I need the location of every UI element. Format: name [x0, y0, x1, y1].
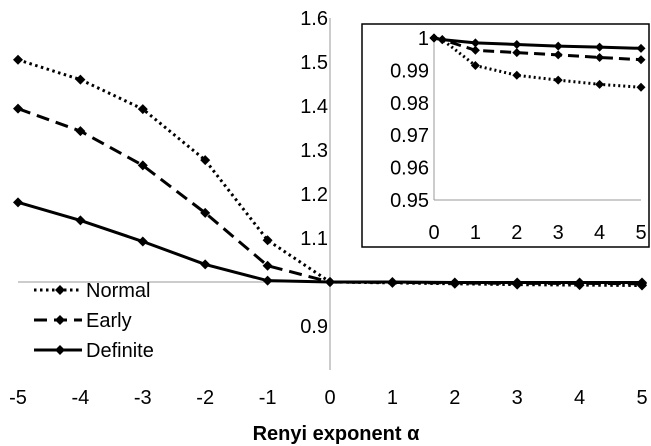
legend-marker-early [55, 315, 65, 325]
data-point-definite [574, 277, 585, 288]
inset-data-point-early [470, 45, 480, 55]
y-tick-label: 1.5 [300, 52, 328, 74]
inset-y-tick-label: 0.97 [390, 125, 429, 147]
x-tick-label: 4 [574, 387, 585, 409]
x-tick-label: 5 [636, 387, 647, 409]
x-tick-label: -1 [259, 387, 277, 409]
data-point-early [262, 260, 273, 271]
data-point-normal [137, 104, 148, 115]
x-tick-label: 0 [324, 387, 335, 409]
data-point-definite [387, 277, 398, 287]
data-point-normal [13, 54, 23, 65]
data-point-definite [262, 275, 273, 286]
y-tick-label: 1.1 [300, 228, 328, 250]
inset-y-tick-label: 0.99 [390, 60, 429, 82]
inset-frame [361, 23, 650, 248]
data-point-normal [262, 235, 273, 246]
data-point-definite [449, 277, 460, 288]
inset-data-point-normal [470, 61, 480, 71]
inset-data-point-definite [512, 39, 522, 49]
inset-data-point-definite [429, 33, 439, 43]
inset-data-point-definite [595, 42, 605, 52]
inset-x-tick-label: 1 [470, 222, 481, 244]
data-point-definite [200, 259, 211, 270]
inset-data-point-definite [636, 43, 646, 53]
x-tick-label: 1 [387, 387, 398, 409]
data-point-definite [512, 277, 523, 288]
inset-data-point-early [512, 48, 522, 58]
inset-data-point-definite [553, 41, 563, 51]
x-tick-label: 2 [449, 387, 460, 409]
inset-data-point-early [595, 52, 605, 62]
data-point-definite [137, 236, 148, 247]
data-point-early [200, 207, 211, 218]
inset-data-point-early [553, 50, 563, 60]
data-point-early [13, 103, 23, 114]
data-point-definite [13, 197, 23, 208]
x-tick-label: -5 [9, 387, 27, 409]
x-tick-label: -2 [196, 387, 214, 409]
legend: Normal Early Definite [34, 280, 154, 362]
legend-label-definite: Definite [86, 340, 154, 362]
x-tick-label: -4 [72, 387, 90, 409]
x-tick-label: 3 [512, 387, 523, 409]
inset-y-tick-label: 0.96 [390, 158, 429, 180]
inset-data-point-normal [595, 79, 605, 89]
inset-x-tick-label: 5 [635, 222, 646, 244]
inset-x-tick-label: 4 [594, 222, 605, 244]
y-tick-label: 1.4 [300, 96, 328, 118]
y-tick-label: 1.6 [300, 8, 328, 30]
x-axis-label: Renyi exponent α [253, 423, 420, 445]
legend-marker-definite [55, 345, 65, 355]
inset-x-tick-label: 3 [553, 222, 564, 244]
data-point-definite [637, 277, 647, 288]
inset-y-tick-label: 1 [418, 28, 429, 50]
inset-data-point-definite [470, 38, 480, 48]
inset-x-tick-label: 2 [511, 222, 522, 244]
data-point-definite [75, 215, 86, 226]
inset-y-tick-label: 0.95 [390, 190, 429, 212]
inset-data-point-definite [437, 35, 447, 45]
inset-data-point-normal [553, 75, 563, 85]
x-tick-label: -3 [134, 387, 152, 409]
data-point-definite [325, 277, 335, 287]
legend-marker-normal [55, 285, 65, 295]
data-point-early [137, 160, 148, 171]
inset-y-tick-label: 0.98 [390, 93, 429, 115]
y-tick-label: 1.3 [300, 140, 328, 162]
inset-data-point-early [636, 55, 646, 65]
y-tick-label: 1.2 [300, 184, 328, 206]
data-point-early [75, 126, 86, 137]
inset-data-point-normal [512, 70, 522, 80]
data-point-normal [75, 74, 86, 85]
legend-label-early: Early [86, 310, 132, 332]
inset-x-tick-label: 0 [428, 222, 439, 244]
main-plot: -5 -4 -3 -2 -1 0 1 2 3 4 5 0.9 1.1 1.2 1.3 1.4 1.5 1.6 [9, 8, 647, 409]
inset-data-point-normal [636, 82, 646, 92]
y-tick-label: 0.9 [300, 316, 328, 338]
data-point-normal [200, 155, 211, 166]
legend-label-normal: Normal [86, 280, 150, 302]
inset-plot: 0.95 0.96 0.97 0.98 0.99 1 0 1 2 3 4 5 [361, 23, 650, 248]
